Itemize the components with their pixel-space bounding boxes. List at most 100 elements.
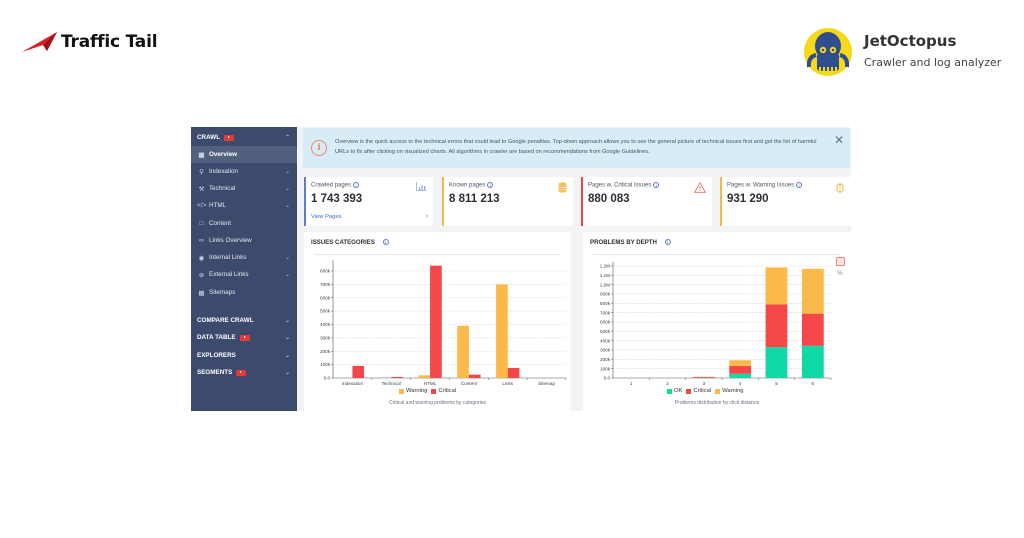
bar-chart-toggle-icon[interactable] (836, 257, 845, 266)
bar-warning (729, 360, 752, 366)
card-value: 1 743 393 (311, 193, 363, 205)
sidebar-item-html[interactable]: </> HTML ⌄ (191, 197, 297, 214)
sidebar-section-label: EXPLORERS (197, 352, 236, 359)
x-tick-label: Technical (382, 381, 401, 386)
sidebar-section-label: DATA TABLE (197, 334, 236, 341)
bar-ok (765, 347, 788, 378)
sidebar-item-internal-links[interactable]: ◉ Internal Links ⌄ (191, 249, 297, 266)
code-icon: </> (197, 202, 207, 209)
legend-swatch-ok (667, 388, 672, 394)
chart-caption: Problems distribution by click distance (674, 400, 760, 406)
y-tick-label: 600k (320, 295, 331, 300)
bar-chart-icon (416, 182, 427, 191)
card-label: Pages w. Critical Issues i (588, 182, 660, 189)
x-tick-label: 1 (630, 381, 633, 386)
bar-critical (692, 377, 715, 378)
chevron-down-icon: ⌄ (284, 318, 290, 324)
panel-title: PROBLEMS BY DEPTH i (590, 239, 671, 246)
y-tick-label: 100k (600, 366, 611, 371)
x-tick-label: 6 (812, 381, 815, 386)
banner-text: Overview is the quick access to the tech… (335, 139, 817, 155)
info-icon[interactable]: i (664, 239, 671, 246)
sidebar-section-explorers[interactable]: EXPLORERS ⌄ (191, 347, 297, 364)
card-label: Crawled pages i (311, 182, 360, 189)
y-tick-label: 400k (600, 338, 611, 343)
sidebar-item-sitemaps[interactable]: ▩ Sitemaps (191, 284, 297, 301)
traffic-tail-logo-text: Traffic Tail (61, 32, 158, 52)
y-tick-label: 600k (600, 320, 611, 325)
x-tick-label: 4 (739, 381, 742, 386)
y-tick-label: 0.0 (604, 376, 611, 381)
info-banner: i Overview is the quick access to the te… (303, 128, 850, 168)
y-tick-label: 300k (600, 348, 611, 353)
video-icon[interactable] (236, 369, 247, 376)
chevron-down-icon: ⌄ (284, 335, 290, 341)
sidebar-item-content[interactable]: □ Content (191, 215, 297, 232)
legend-label[interactable]: Warning (406, 388, 428, 394)
card-critical-issues: Pages w. Critical Issues i 880 083 (581, 177, 712, 226)
y-tick-label: 800k (600, 301, 611, 306)
sidebar-section-label: CRAWL (197, 134, 221, 141)
y-tick-label: 500k (600, 329, 611, 334)
chevron-right-icon[interactable]: › (425, 213, 428, 220)
sidebar-item-label: HTML (209, 202, 227, 209)
bar-warning (457, 325, 469, 378)
chevron-down-icon: ⌄ (284, 203, 290, 209)
info-icon[interactable]: i (382, 239, 389, 246)
sidebar-section-compare-crawl[interactable]: COMPARE CRAWL ⌄ (191, 312, 297, 329)
card-known-pages: Known pages i 8 811 213 (442, 177, 573, 226)
sidebar-item-indexation[interactable]: ⚲ Indexation ⌄ (191, 163, 297, 180)
video-icon[interactable] (239, 334, 250, 341)
legend-label[interactable]: Critical (693, 388, 712, 394)
y-tick-label: 700k (600, 310, 611, 315)
sidebar-section-segments[interactable]: SEGMENTS ⌄ (191, 364, 297, 381)
problems-by-depth-panel: PROBLEMS BY DEPTH i 0.0 100k 200k 300k 400k 5… (583, 232, 851, 411)
close-icon[interactable]: ✕ (833, 133, 844, 147)
info-icon: i (311, 140, 327, 156)
sidebar-item-technical[interactable]: ⚒ Technical ⌄ (191, 180, 297, 197)
legend-swatch-critical (431, 388, 437, 394)
panel-title-text: PROBLEMS BY DEPTH (590, 239, 657, 246)
info-icon[interactable]: i (487, 182, 494, 188)
card-crawled-pages[interactable]: Crawled pages i 1 743 393 View Pages › (304, 177, 433, 226)
link-icon: ∞ (199, 237, 204, 244)
legend-swatch-warning (715, 388, 721, 394)
sidebar-item-label: Links Overview (209, 237, 252, 244)
sidebar-item-external-links[interactable]: ⊕ External Links ⌄ (191, 266, 297, 283)
bulb-icon: ⚲ (199, 168, 204, 176)
info-icon[interactable]: i (796, 182, 803, 188)
view-pages-link[interactable]: View Pages (311, 214, 342, 220)
sidebar-section-crawl[interactable]: CRAWL ⌃ (191, 129, 297, 146)
problems-by-depth-chart: 0.0 100k 200k 300k 400k 500k 600k 700k 800k 900k 1… (600, 262, 832, 386)
wrench-icon: ⚒ (198, 185, 205, 193)
y-tick-label: 1,2M (600, 264, 610, 269)
legend-label[interactable]: Warning (722, 388, 744, 394)
chevron-down-icon: ⌄ (284, 169, 290, 175)
external-icon: ⊕ (198, 271, 205, 279)
percent-toggle[interactable]: % (837, 270, 843, 277)
jetoctopus-logo: JetOctopus Crawler and log analyzer (802, 27, 1012, 77)
sidebar-section-data-table[interactable]: DATA TABLE ⌄ (191, 329, 297, 346)
issues-categories-panel: ISSUES CATEGORIES i 0.0 100k 200k 300k 400k 5… (304, 232, 571, 411)
bar-critical (352, 365, 365, 378)
sidebar-item-links-overview[interactable]: ∞ Links Overview (191, 232, 297, 249)
chevron-down-icon: ⌄ (284, 186, 290, 192)
card-label-text: Known pages (449, 182, 486, 189)
bar-warning (418, 375, 431, 378)
video-icon[interactable] (224, 134, 235, 141)
y-tick-label: 1,0M (600, 282, 610, 287)
legend-label[interactable]: OK (674, 388, 683, 394)
bar-critical (729, 365, 752, 374)
bar-warning (801, 268, 824, 314)
chart-legend: Warning Critical (395, 388, 456, 394)
grid-icon: ▦ (198, 151, 205, 159)
database-icon (558, 182, 567, 193)
y-tick-label: 200k (600, 357, 611, 362)
sidebar-item-overview[interactable]: ▦ Overview (191, 146, 297, 163)
info-icon[interactable]: i (353, 182, 360, 188)
card-label-text: Crawled pages (311, 182, 352, 189)
info-icon[interactable]: i (653, 182, 660, 188)
bug-icon (835, 182, 845, 193)
legend-label[interactable]: Critical (438, 388, 457, 394)
card-label-text: Pages w. Warning Issues (727, 182, 795, 189)
